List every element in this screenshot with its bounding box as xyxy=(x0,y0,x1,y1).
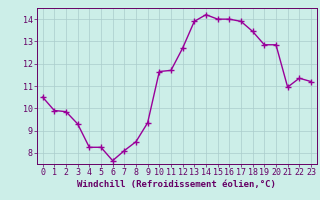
X-axis label: Windchill (Refroidissement éolien,°C): Windchill (Refroidissement éolien,°C) xyxy=(77,180,276,189)
